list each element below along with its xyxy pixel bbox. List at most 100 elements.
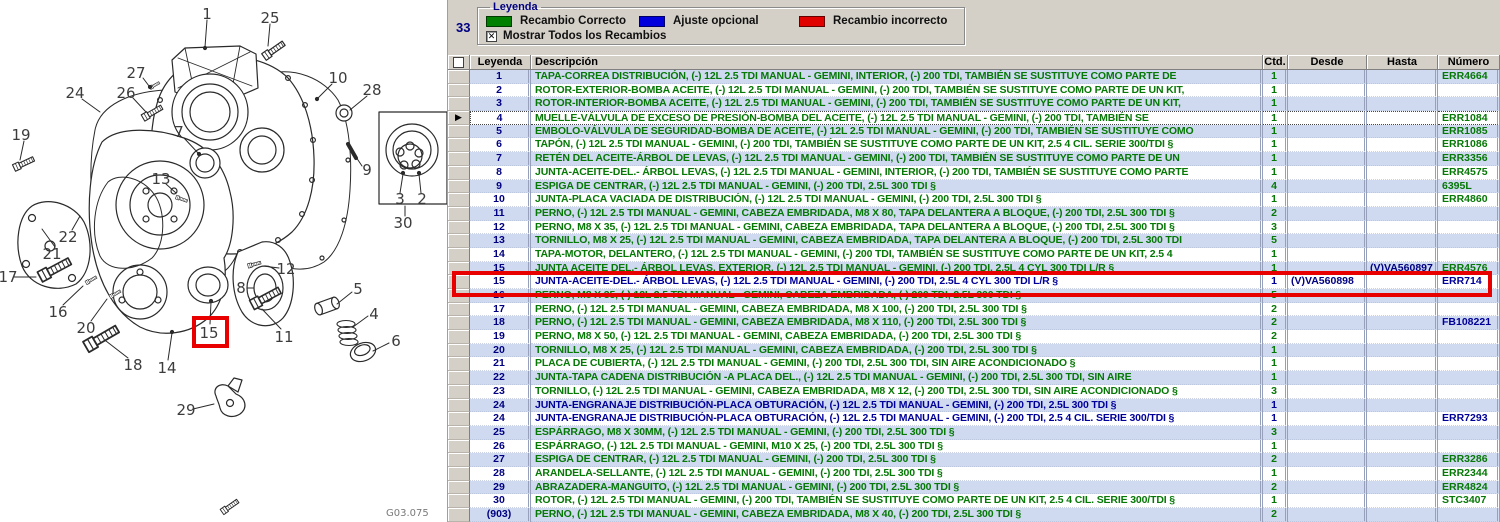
- diagram-caption: G03.075: [386, 508, 429, 519]
- cell-descripcion: JUNTA-PLACA VACIADA DE DISTRIBUCIÓN, (-)…: [531, 193, 1263, 207]
- row-selector[interactable]: [448, 138, 470, 153]
- column-header-leyenda[interactable]: Leyenda: [470, 55, 531, 70]
- callout-3[interactable]: 3: [395, 190, 405, 208]
- callout-13[interactable]: 13: [151, 170, 171, 188]
- row-selector[interactable]: [448, 330, 470, 344]
- callout-20[interactable]: 20: [76, 319, 96, 337]
- callout-2[interactable]: 2: [417, 190, 427, 208]
- cell-descripcion: ESPÁRRAGO, M8 X 30MM, (-) 12L 2.5 TDI MA…: [531, 425, 1263, 440]
- row-selector[interactable]: [448, 453, 470, 467]
- show-all-parts-option[interactable]: ✕ Mostrar Todos los Recambios: [486, 30, 956, 42]
- callout-9[interactable]: 9: [362, 161, 372, 179]
- callout-15[interactable]: 15: [199, 324, 219, 342]
- callout-10[interactable]: 10: [328, 69, 348, 87]
- cell-ctd: 5: [1263, 289, 1288, 303]
- current-row-marker[interactable]: ▶: [448, 111, 470, 125]
- row-selector[interactable]: [448, 357, 470, 372]
- row-selector[interactable]: [448, 70, 470, 84]
- column-header-descripcion[interactable]: Descripción: [531, 55, 1263, 70]
- callout-1[interactable]: 1: [202, 5, 212, 23]
- row-selector[interactable]: [448, 124, 470, 139]
- column-header-ctd[interactable]: Ctd.: [1263, 55, 1288, 70]
- cell-ctd: 1: [1263, 70, 1288, 84]
- cell-desde: (V)VA560898: [1288, 275, 1367, 289]
- cell-hasta: [1367, 412, 1438, 426]
- row-selector[interactable]: [448, 439, 470, 454]
- row-selector[interactable]: [448, 494, 470, 508]
- row-selector[interactable]: [448, 165, 470, 180]
- callout-11[interactable]: 11: [274, 328, 294, 346]
- legend-swatch: [486, 15, 512, 27]
- cell-desde: [1288, 261, 1367, 276]
- callout-8[interactable]: 8: [236, 279, 246, 297]
- cell-hasta: [1367, 289, 1438, 303]
- cell-hasta: [1367, 466, 1438, 481]
- callout-27[interactable]: 27: [126, 64, 146, 82]
- row-selector[interactable]: [448, 247, 470, 262]
- cell-descripcion: ESPÁRRAGO, (-) 12L 2.5 TDI MANUAL - GEMI…: [531, 439, 1263, 454]
- callout-16[interactable]: 16: [48, 303, 68, 321]
- column-header-numero[interactable]: Número: [1438, 55, 1500, 70]
- cell-descripcion: JUNTA-TAPA CADENA DISTRIBUCIÓN -A PLACA …: [531, 371, 1263, 385]
- row-selector[interactable]: [448, 480, 470, 495]
- callout-24[interactable]: 24: [65, 84, 85, 102]
- cell-numero: [1438, 234, 1500, 248]
- callout-6[interactable]: 6: [391, 332, 401, 350]
- callout-19[interactable]: 19: [11, 126, 31, 144]
- show-all-checkbox[interactable]: ✕: [486, 30, 497, 42]
- diagram-highlight-box: [192, 316, 229, 348]
- cell-descripcion: TAPA-MOTOR, DELANTERO, (-) 12L 2.5 TDI M…: [531, 247, 1263, 262]
- row-selector[interactable]: [448, 302, 470, 317]
- column-header-hasta[interactable]: Hasta: [1367, 55, 1438, 70]
- row-selector[interactable]: [448, 220, 470, 235]
- row-selector[interactable]: [448, 179, 470, 194]
- column-header-desde[interactable]: Desde: [1288, 55, 1367, 70]
- cell-ctd: 2: [1263, 480, 1288, 495]
- callout-21[interactable]: 21: [42, 245, 62, 263]
- callout-7[interactable]: 7: [174, 123, 184, 141]
- cell-hasta: [1367, 247, 1438, 262]
- row-selector[interactable]: [448, 508, 470, 522]
- cell-ctd: 1: [1263, 371, 1288, 385]
- row-selector[interactable]: [448, 83, 470, 98]
- row-selector[interactable]: [448, 152, 470, 166]
- row-selector[interactable]: [448, 289, 470, 303]
- callout-22[interactable]: 22: [58, 228, 78, 246]
- cell-desde: [1288, 302, 1367, 317]
- callout-4[interactable]: 4: [369, 305, 379, 323]
- cell-desde: [1288, 453, 1367, 467]
- row-selector-header[interactable]: [448, 55, 470, 70]
- row-selector[interactable]: [448, 384, 470, 399]
- row-selector[interactable]: [448, 316, 470, 331]
- callout-18[interactable]: 18: [123, 356, 143, 374]
- callout-25[interactable]: 25: [260, 9, 280, 27]
- cell-ctd: 1: [1263, 124, 1288, 139]
- select-all-box[interactable]: [453, 57, 464, 68]
- row-selector[interactable]: [448, 412, 470, 426]
- row-selector[interactable]: [448, 206, 470, 221]
- legend-item-label: Ajuste opcional: [673, 15, 759, 27]
- cell-leyenda: 3: [470, 97, 531, 112]
- parts-diagram[interactable]: [0, 0, 447, 522]
- row-selector[interactable]: [448, 466, 470, 481]
- cell-ctd: 1: [1263, 439, 1288, 454]
- row-selector[interactable]: [448, 425, 470, 440]
- row-selector[interactable]: [448, 193, 470, 207]
- cell-numero: [1438, 330, 1500, 344]
- row-selector[interactable]: [448, 275, 470, 289]
- row-selector[interactable]: [448, 97, 470, 112]
- callout-30[interactable]: 30: [393, 214, 413, 232]
- callout-5[interactable]: 5: [353, 280, 363, 298]
- row-selector[interactable]: [448, 343, 470, 358]
- row-selector[interactable]: [448, 234, 470, 248]
- cell-ctd: 1: [1263, 247, 1288, 262]
- callout-14[interactable]: 14: [157, 359, 177, 377]
- callout-26[interactable]: 26: [116, 84, 136, 102]
- row-selector[interactable]: [448, 261, 470, 276]
- callout-28[interactable]: 28: [362, 81, 382, 99]
- callout-12[interactable]: 12: [276, 260, 296, 278]
- row-selector[interactable]: [448, 371, 470, 385]
- row-selector[interactable]: [448, 398, 470, 413]
- callout-17[interactable]: 17: [0, 268, 18, 286]
- callout-29[interactable]: 29: [176, 401, 196, 419]
